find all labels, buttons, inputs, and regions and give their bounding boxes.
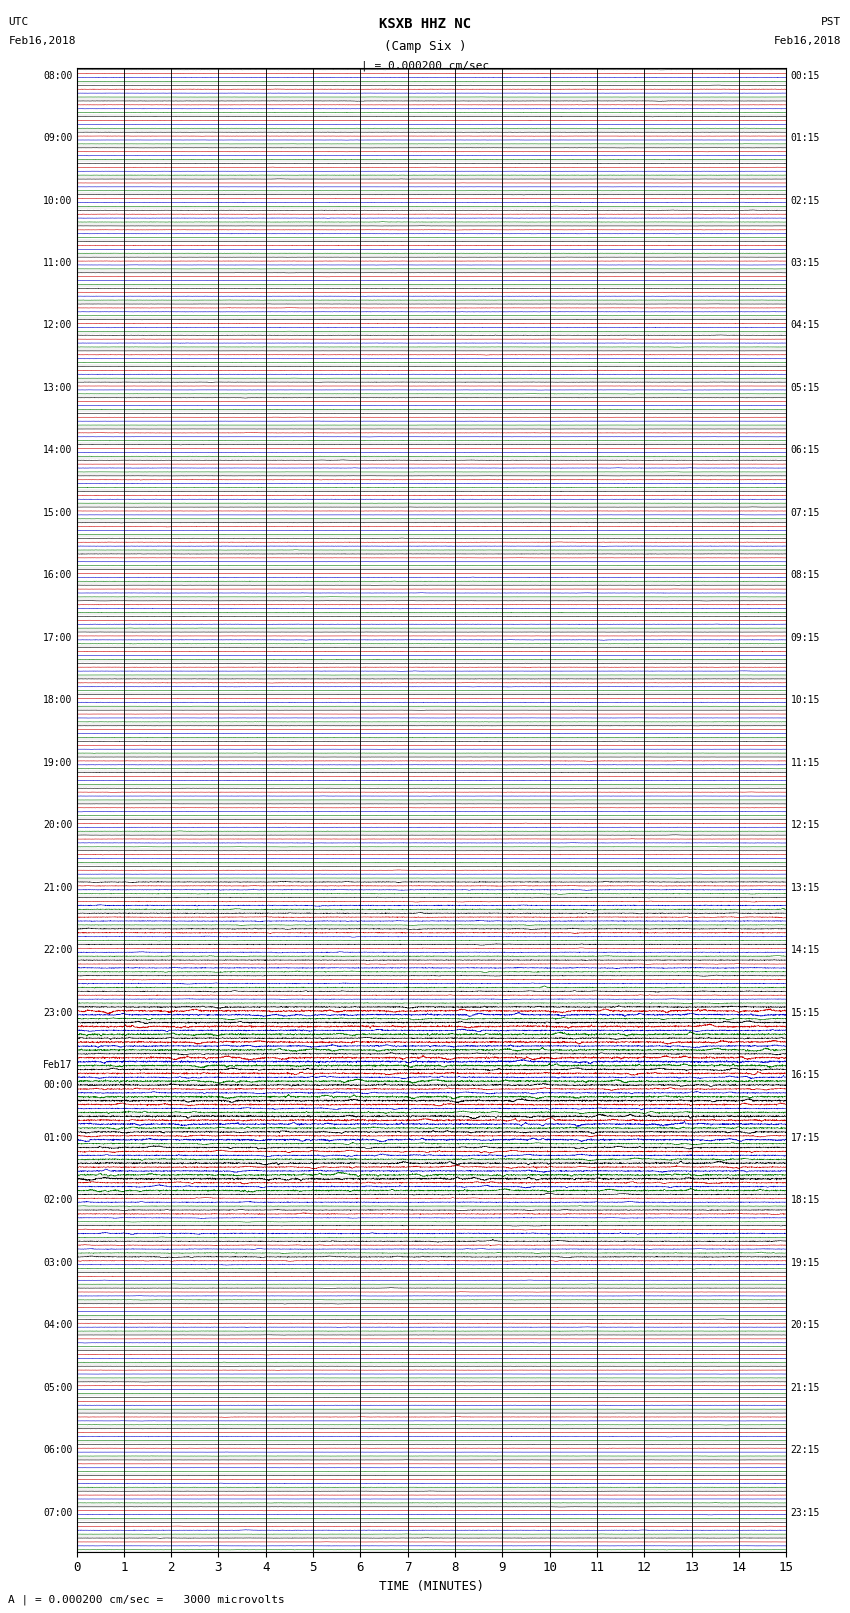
Text: 08:15: 08:15 [790,571,820,581]
Text: 10:00: 10:00 [42,195,72,205]
Text: 21:00: 21:00 [42,882,72,894]
Text: 19:15: 19:15 [790,1258,820,1268]
Text: 04:15: 04:15 [790,321,820,331]
Text: Feb16,2018: Feb16,2018 [8,37,76,47]
Text: 00:00: 00:00 [42,1081,72,1090]
Text: 20:00: 20:00 [42,821,72,831]
Text: UTC: UTC [8,18,29,27]
Text: 15:00: 15:00 [42,508,72,518]
Text: 16:00: 16:00 [42,571,72,581]
Text: 14:00: 14:00 [42,445,72,455]
Text: 17:00: 17:00 [42,632,72,644]
Text: A | = 0.000200 cm/sec =   3000 microvolts: A | = 0.000200 cm/sec = 3000 microvolts [8,1594,286,1605]
Text: 12:00: 12:00 [42,321,72,331]
Text: 03:15: 03:15 [790,258,820,268]
Text: (Camp Six ): (Camp Six ) [383,39,467,53]
Text: | = 0.000200 cm/sec: | = 0.000200 cm/sec [361,60,489,71]
Text: 08:00: 08:00 [42,71,72,81]
Text: 04:00: 04:00 [42,1319,72,1331]
Text: 23:00: 23:00 [42,1008,72,1018]
Text: 11:15: 11:15 [790,758,820,768]
Text: 14:15: 14:15 [790,945,820,955]
Text: 15:15: 15:15 [790,1008,820,1018]
Text: 21:15: 21:15 [790,1382,820,1392]
Text: 05:00: 05:00 [42,1382,72,1392]
Text: 11:00: 11:00 [42,258,72,268]
Text: Feb17: Feb17 [42,1060,72,1071]
Text: 07:00: 07:00 [42,1508,72,1518]
Text: 13:00: 13:00 [42,382,72,394]
Text: 00:15: 00:15 [790,71,820,81]
Text: KSXB HHZ NC: KSXB HHZ NC [379,18,471,31]
Text: 10:15: 10:15 [790,695,820,705]
Text: 06:00: 06:00 [42,1445,72,1455]
Text: 09:15: 09:15 [790,632,820,644]
Text: 23:15: 23:15 [790,1508,820,1518]
Text: 01:00: 01:00 [42,1132,72,1142]
Text: 06:15: 06:15 [790,445,820,455]
Text: 16:15: 16:15 [790,1071,820,1081]
Text: 02:15: 02:15 [790,195,820,205]
Text: 13:15: 13:15 [790,882,820,894]
Text: 09:00: 09:00 [42,132,72,144]
Text: 02:00: 02:00 [42,1195,72,1205]
Text: PST: PST [821,18,842,27]
Text: 18:15: 18:15 [790,1195,820,1205]
Text: Feb16,2018: Feb16,2018 [774,37,842,47]
Text: 12:15: 12:15 [790,821,820,831]
Text: 01:15: 01:15 [790,132,820,144]
Text: 22:15: 22:15 [790,1445,820,1455]
Text: 17:15: 17:15 [790,1132,820,1142]
Text: 19:00: 19:00 [42,758,72,768]
X-axis label: TIME (MINUTES): TIME (MINUTES) [379,1581,484,1594]
Text: 18:00: 18:00 [42,695,72,705]
Text: 05:15: 05:15 [790,382,820,394]
Text: 07:15: 07:15 [790,508,820,518]
Text: 22:00: 22:00 [42,945,72,955]
Text: 03:00: 03:00 [42,1258,72,1268]
Text: 20:15: 20:15 [790,1319,820,1331]
